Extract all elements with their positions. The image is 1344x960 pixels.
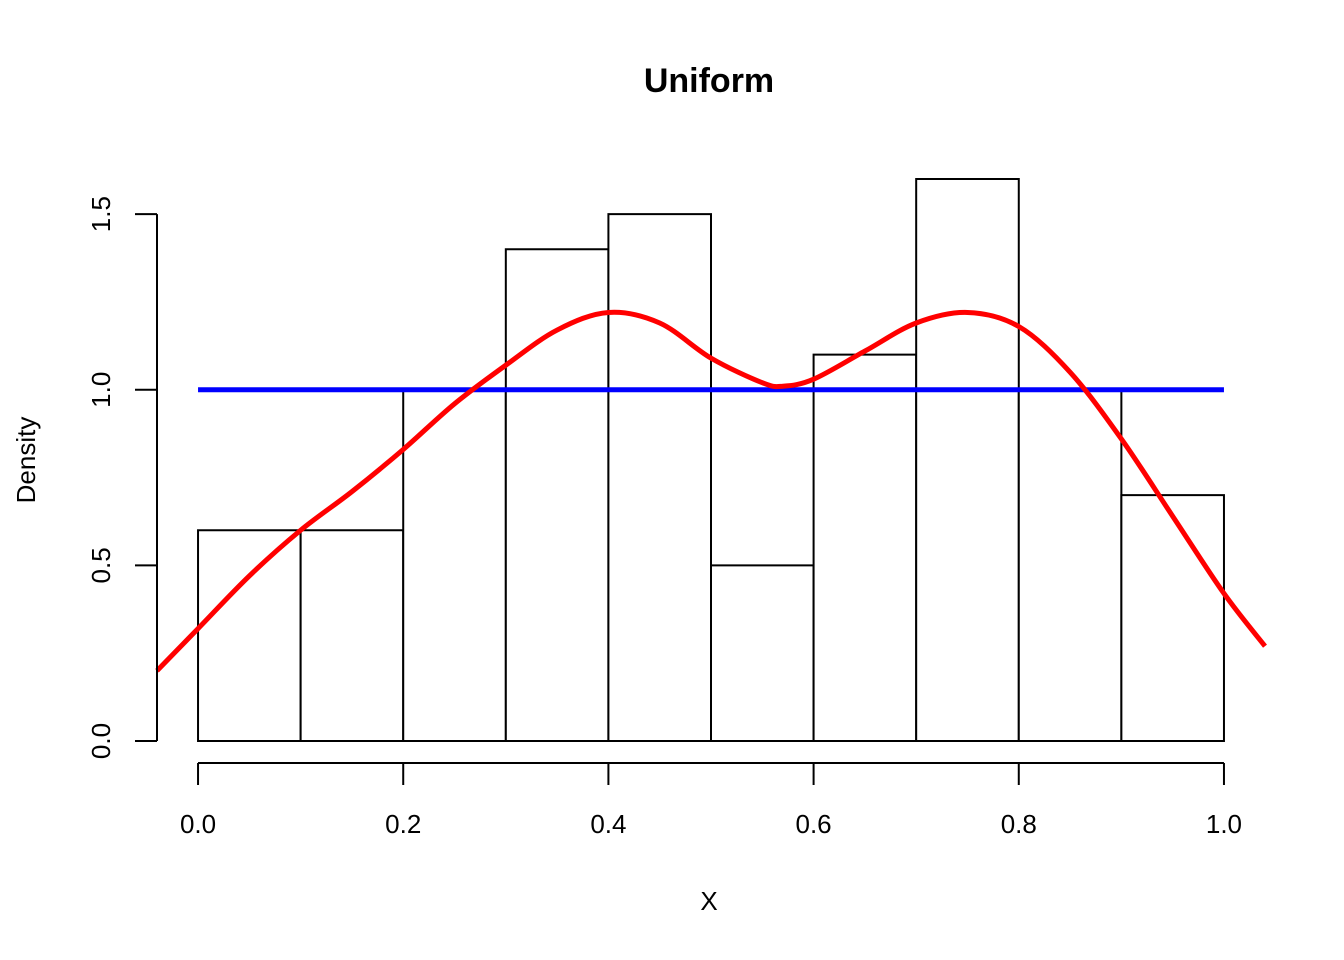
y-tick-label: 0.0 [86,723,116,759]
histogram-bar [402,388,507,742]
histogram-bar [915,178,1020,742]
x-tick-label: 0.0 [180,809,216,839]
x-axis-title: X [700,886,717,916]
histogram-bar [197,529,302,742]
y-tick-label: 1.0 [86,372,116,408]
y-axis: 0.0 0.5 1.0 1.5 [86,196,158,759]
histogram-bars [197,178,1225,742]
chart-title: Uniform [644,62,774,100]
density-lines [155,309,1267,673]
x-axis: 0.0 0.2 0.4 0.6 0.8 1.0 [180,762,1242,839]
x-tick-label: 1.0 [1206,809,1242,839]
histogram-bar [1017,388,1123,742]
kde-curve [155,309,1267,673]
histogram-bar [812,353,918,742]
y-tick-label: 1.5 [86,196,116,232]
y-axis-title: Density [11,417,41,504]
x-tick-label: 0.2 [385,809,421,839]
histogram-bar [607,213,712,742]
histogram-bar [504,248,610,742]
histogram-bar [710,564,815,742]
x-tick-label: 0.8 [1001,809,1037,839]
histogram-bar [299,529,405,742]
x-tick-label: 0.6 [796,809,832,839]
x-tick-label: 0.4 [590,809,626,839]
histogram-bar [1120,494,1225,742]
y-tick-label: 0.5 [86,547,116,583]
